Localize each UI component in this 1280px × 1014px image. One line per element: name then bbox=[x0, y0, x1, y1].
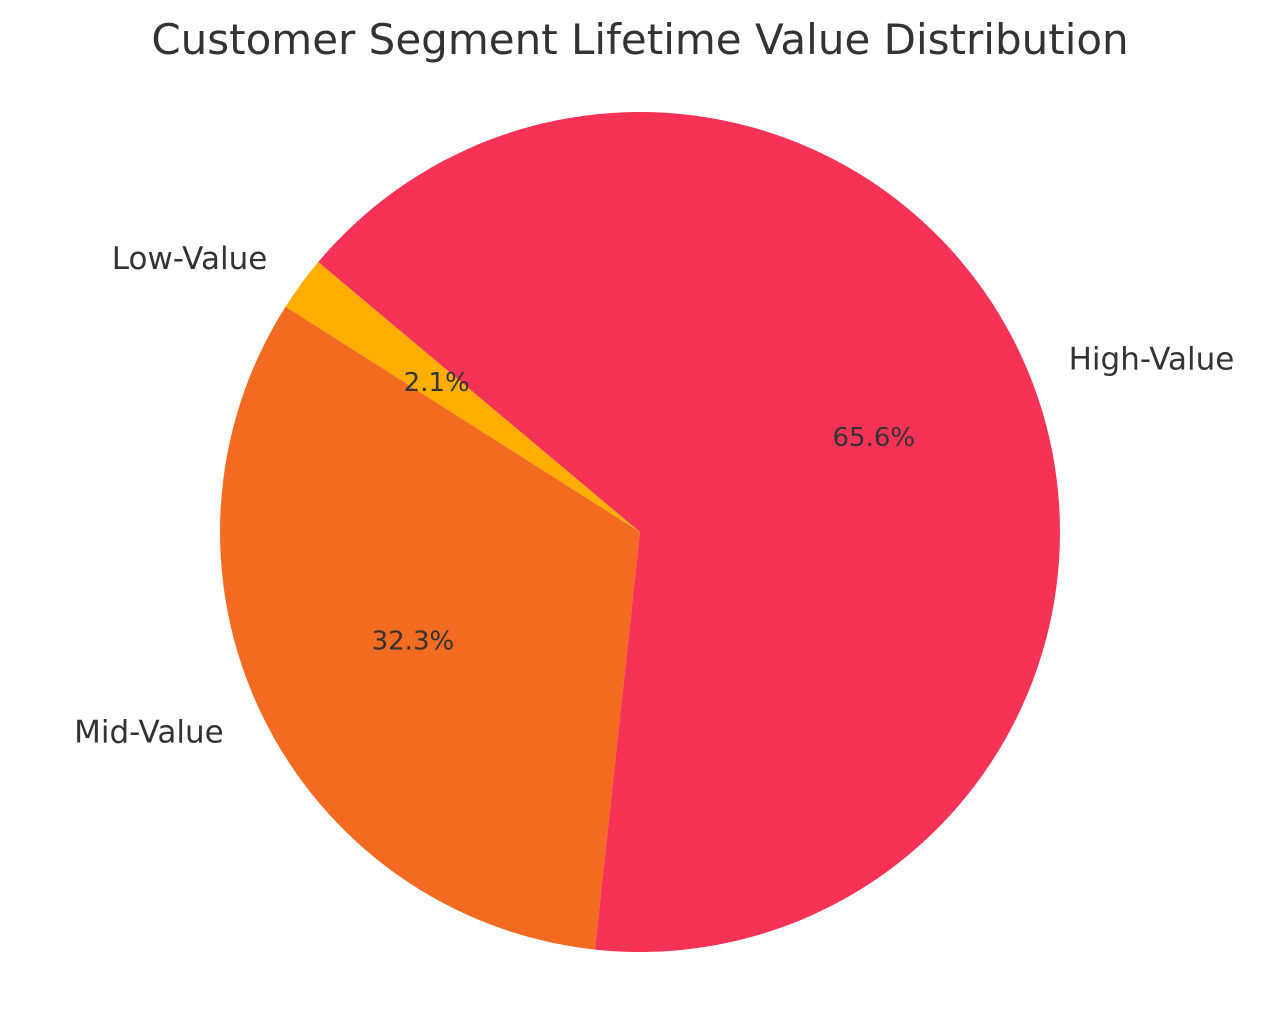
pie-labels: 2.1% Low-Value 32.3% Mid-Value 65.6% High-Val… bbox=[74, 241, 1234, 750]
pie-pct-label: 65.6% bbox=[832, 423, 915, 453]
pie-category-label: Low-Value bbox=[112, 241, 268, 277]
pie-slice-mid-value bbox=[220, 306, 641, 950]
pie-category-label: Mid-Value bbox=[74, 714, 224, 750]
chart-title: Customer Segment Lifetime Value Distribu… bbox=[151, 15, 1128, 64]
pie-pct-label: 2.1% bbox=[404, 368, 470, 398]
pie-slice-high-value bbox=[318, 111, 1061, 952]
pie-category-label: High-Value bbox=[1069, 342, 1235, 378]
pie-slices bbox=[220, 111, 1061, 952]
pie-pct-label: 32.3% bbox=[372, 626, 455, 656]
pie-slice-low-value bbox=[285, 262, 640, 532]
